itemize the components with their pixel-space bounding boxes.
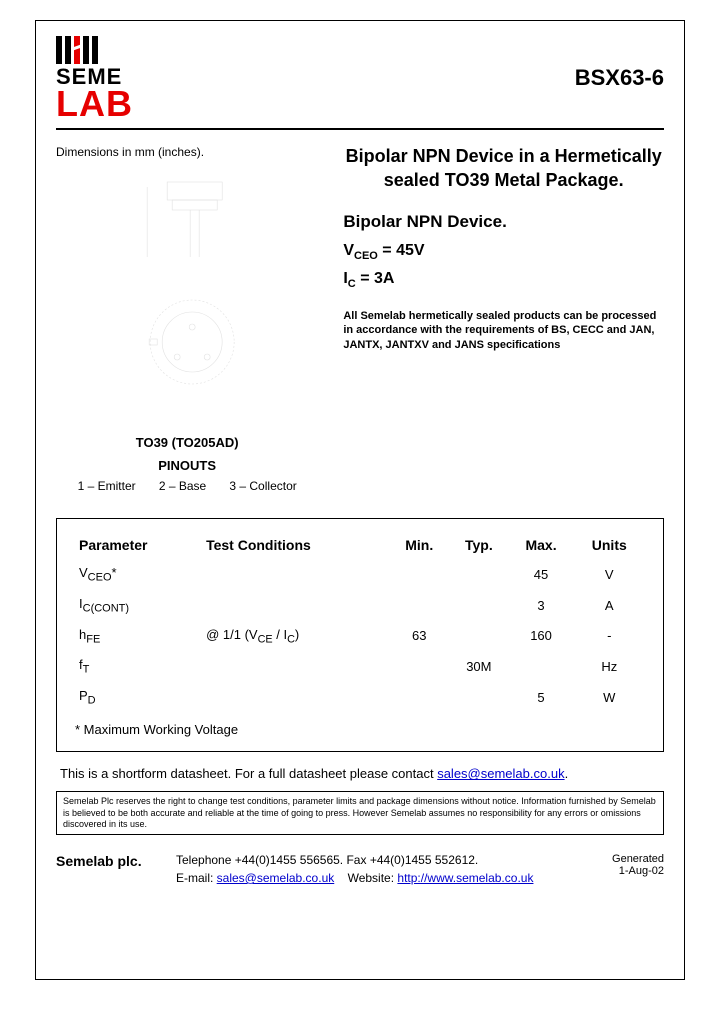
generated-date: 1-Aug-02: [574, 865, 664, 877]
to39-drawing-icon: [56, 167, 318, 427]
cell-param: IC(CONT): [75, 590, 202, 621]
footer-contact: Telephone +44(0)1455 556565. Fax +44(0)1…: [176, 853, 574, 885]
cell-cond: [202, 559, 389, 590]
company-name: Semelab plc.: [56, 853, 176, 885]
cell-max: 160: [509, 621, 574, 652]
package-name: TO39 (TO205AD): [56, 435, 318, 450]
cell-typ: [449, 682, 508, 713]
telephone: Telephone +44(0)1455 556565. Fax +44(0)1…: [176, 853, 574, 867]
cell-max: 3: [509, 590, 574, 621]
footer-website-link[interactable]: http://www.semelab.co.uk: [397, 871, 533, 885]
pin-1: 1 – Emitter: [78, 479, 136, 493]
cell-max: [509, 651, 574, 682]
package-drawing: [56, 167, 318, 427]
table-row: IC(CONT) 3A: [75, 590, 645, 621]
cell-max: 45: [509, 559, 574, 590]
pin-2: 2 – Base: [159, 479, 206, 493]
compliance-text: All Semelab hermetically sealed products…: [343, 309, 664, 354]
th-max: Max.: [509, 531, 574, 559]
th-typ: Typ.: [449, 531, 508, 559]
table-row: hFE@ 1/1 (VCE / IC)63 160-: [75, 621, 645, 652]
cell-units: -: [574, 621, 645, 652]
cell-typ: [449, 559, 508, 590]
cell-min: 63: [389, 621, 449, 652]
page: SEME LAB BSX63-6 Dimensions in mm (inche…: [35, 20, 685, 980]
cell-typ: 30M: [449, 651, 508, 682]
generated-block: Generated 1-Aug-02: [574, 853, 664, 885]
cell-param: PD: [75, 682, 202, 713]
cell-units: W: [574, 682, 645, 713]
cell-cond: [202, 651, 389, 682]
sub-heading: Bipolar NPN Device.: [343, 212, 664, 232]
table-row: VCEO* 45V: [75, 559, 645, 590]
cell-param: hFE: [75, 621, 202, 652]
ic-spec: IC = 3A: [343, 270, 664, 290]
th-units: Units: [574, 531, 645, 559]
cell-param: fT: [75, 651, 202, 682]
cell-param: VCEO*: [75, 559, 202, 590]
right-column: Bipolar NPN Device in a Hermetically sea…: [343, 145, 664, 493]
cell-units: Hz: [574, 651, 645, 682]
cell-max: 5: [509, 682, 574, 713]
table-row: PD 5W: [75, 682, 645, 713]
table-row: fT 30M Hz: [75, 651, 645, 682]
pinouts-label: PINOUTS: [56, 458, 318, 473]
cell-units: V: [574, 559, 645, 590]
vceo-spec: VCEO = 45V: [343, 242, 664, 262]
generated-label: Generated: [574, 853, 664, 865]
cell-cond: [202, 590, 389, 621]
table-header-row: Parameter Test Conditions Min. Typ. Max.…: [75, 531, 645, 559]
disclaimer: Semelab Plc reserves the right to change…: [56, 791, 664, 835]
th-conditions: Test Conditions: [202, 531, 389, 559]
semelab-logo: SEME LAB: [56, 36, 133, 120]
logo-text-bottom: LAB: [56, 88, 133, 120]
cell-typ: [449, 590, 508, 621]
part-number: BSX63-6: [575, 65, 664, 91]
footer: Semelab plc. Telephone +44(0)1455 556565…: [56, 853, 664, 885]
pin-3: 3 – Collector: [229, 479, 296, 493]
left-column: Dimensions in mm (inches).: [56, 145, 318, 493]
cell-cond: @ 1/1 (VCE / IC): [202, 621, 389, 652]
cell-typ: [449, 621, 508, 652]
pinouts-row: 1 – Emitter 2 – Base 3 – Collector: [56, 479, 318, 493]
parameters-table: Parameter Test Conditions Min. Typ. Max.…: [56, 518, 664, 752]
footer-email-link[interactable]: sales@semelab.co.uk: [217, 871, 335, 885]
header: SEME LAB BSX63-6: [56, 36, 664, 130]
th-min: Min.: [389, 531, 449, 559]
dimensions-label: Dimensions in mm (inches).: [56, 145, 318, 159]
logo-bars-icon: [56, 36, 133, 64]
shortform-note: This is a shortform datasheet. For a ful…: [56, 766, 664, 781]
cell-min: [389, 651, 449, 682]
cell-min: [389, 590, 449, 621]
sales-email-link[interactable]: sales@semelab.co.uk: [437, 766, 564, 781]
cell-units: A: [574, 590, 645, 621]
main-content: Dimensions in mm (inches).: [56, 145, 664, 493]
table-footnote: * Maximum Working Voltage: [75, 722, 645, 737]
th-parameter: Parameter: [75, 531, 202, 559]
main-heading: Bipolar NPN Device in a Hermetically sea…: [343, 145, 664, 192]
cell-min: [389, 559, 449, 590]
cell-min: [389, 682, 449, 713]
cell-cond: [202, 682, 389, 713]
